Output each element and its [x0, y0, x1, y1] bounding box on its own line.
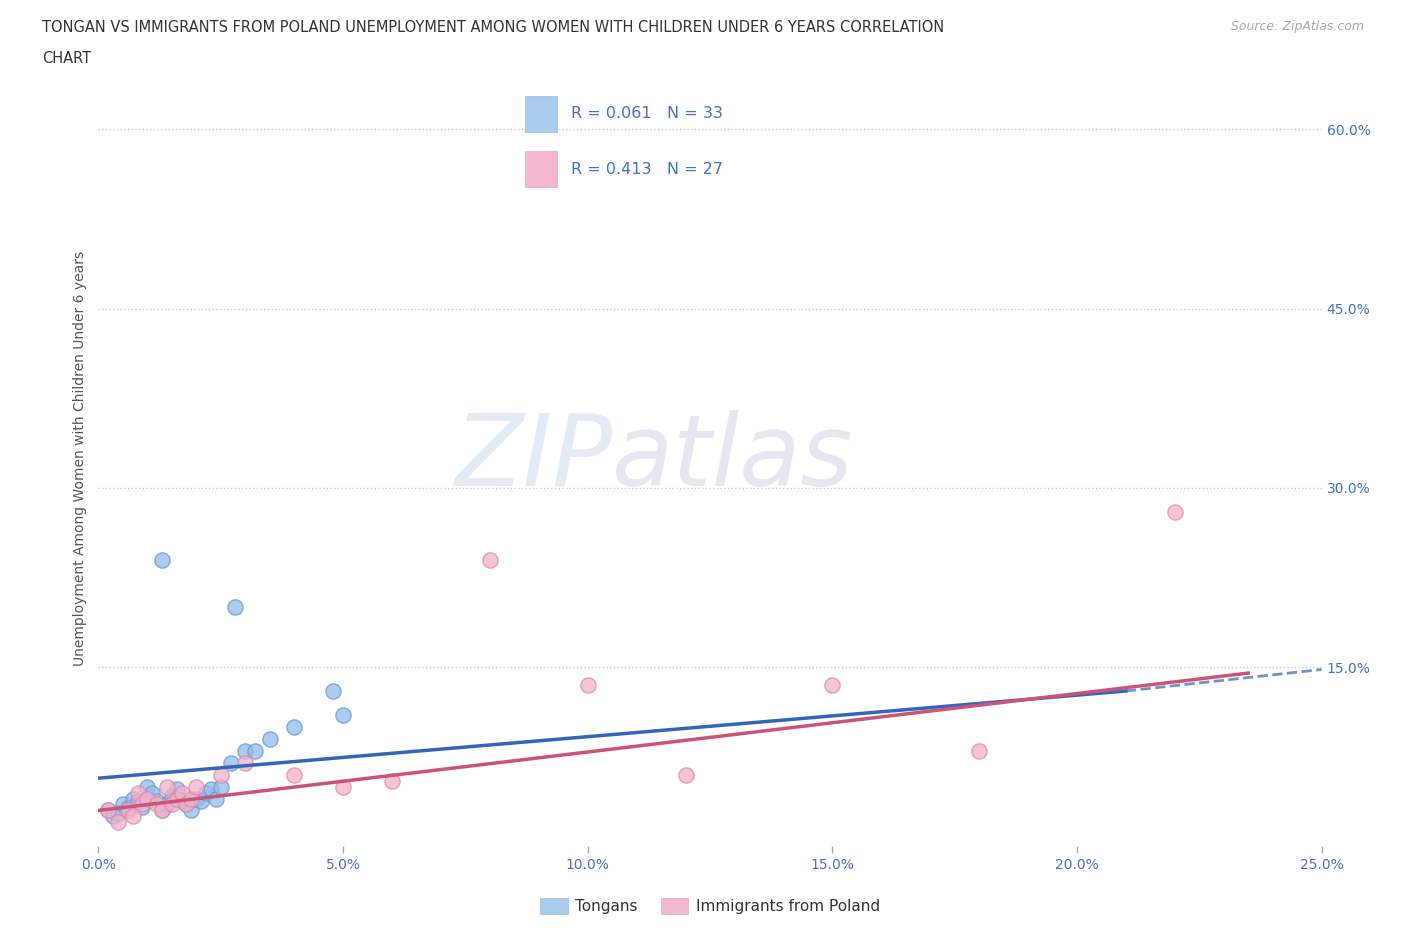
Point	[190, 793, 212, 808]
Text: CHART: CHART	[42, 51, 91, 66]
Point	[200, 781, 222, 796]
Point	[478, 552, 501, 567]
Point	[117, 801, 139, 816]
Point	[156, 779, 179, 794]
Point	[209, 779, 232, 794]
Point	[675, 767, 697, 782]
Point	[146, 797, 169, 812]
Point	[131, 797, 153, 812]
Point	[141, 785, 163, 800]
Point	[243, 743, 266, 758]
Point	[967, 743, 990, 758]
Point	[136, 791, 159, 806]
Point	[111, 797, 134, 812]
Point	[160, 797, 183, 812]
Point	[283, 767, 305, 782]
Point	[219, 755, 242, 770]
Point	[195, 785, 218, 800]
Point	[576, 678, 599, 693]
Point	[127, 793, 149, 808]
Point	[107, 805, 129, 820]
Point	[821, 678, 844, 693]
Point	[209, 767, 232, 782]
Point	[150, 552, 173, 567]
Point	[180, 803, 202, 817]
Text: Source: ZipAtlas.com: Source: ZipAtlas.com	[1230, 20, 1364, 33]
Point	[170, 785, 193, 800]
Point	[332, 708, 354, 723]
Y-axis label: Unemployment Among Women with Children Under 6 years: Unemployment Among Women with Children U…	[73, 250, 87, 666]
Point	[381, 773, 404, 788]
Point	[233, 755, 256, 770]
Point	[121, 791, 143, 806]
Point	[117, 803, 139, 817]
Point	[136, 779, 159, 794]
Point	[180, 791, 202, 806]
Point	[107, 815, 129, 830]
Point	[97, 803, 120, 817]
Legend: Tongans, Immigrants from Poland: Tongans, Immigrants from Poland	[534, 892, 886, 920]
Point	[224, 600, 246, 615]
Point	[121, 809, 143, 824]
Point	[146, 793, 169, 808]
Text: atlas: atlas	[612, 409, 853, 507]
Point	[259, 731, 281, 746]
Point	[131, 800, 153, 815]
Point	[150, 803, 173, 817]
Point	[1164, 504, 1187, 519]
Point	[166, 791, 188, 806]
Point	[101, 809, 124, 824]
Point	[205, 791, 228, 806]
Point	[283, 720, 305, 735]
Point	[176, 797, 198, 812]
Point	[150, 803, 173, 817]
Point	[127, 785, 149, 800]
Text: TONGAN VS IMMIGRANTS FROM POLAND UNEMPLOYMENT AMONG WOMEN WITH CHILDREN UNDER 6 : TONGAN VS IMMIGRANTS FROM POLAND UNEMPLO…	[42, 20, 945, 35]
Point	[233, 743, 256, 758]
Point	[160, 789, 183, 804]
Text: ZIP: ZIP	[454, 409, 612, 507]
Point	[170, 793, 193, 808]
Point	[322, 684, 344, 698]
Point	[186, 779, 208, 794]
Point	[332, 779, 354, 794]
Point	[156, 797, 179, 812]
Point	[186, 791, 208, 806]
Point	[97, 803, 120, 817]
Point	[176, 797, 198, 812]
Point	[166, 781, 188, 796]
